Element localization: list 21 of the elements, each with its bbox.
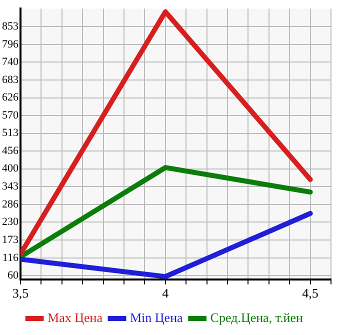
y-tick-label: 456 <box>2 145 19 158</box>
x-tick-label: 4,5 <box>302 286 318 301</box>
legend-label: Min Цена <box>130 310 184 325</box>
legend-label: Max Цена <box>48 310 103 325</box>
legend-label: Сред.Цена, т.йен <box>210 310 304 325</box>
y-tick-label: 683 <box>2 74 19 86</box>
x-tick-label: 4 <box>162 286 170 301</box>
y-tick-label: 286 <box>2 198 19 211</box>
y-tick-label: 740 <box>2 56 19 68</box>
y-tick-label: 796 <box>2 38 19 50</box>
y-tick-label: 853 <box>2 20 19 32</box>
x-tick-label: 3,5 <box>12 286 29 301</box>
y-tick-label: 230 <box>2 216 19 228</box>
y-tick-label: 343 <box>2 180 19 193</box>
y-tick-label: 60 <box>8 270 19 282</box>
y-tick-label: 626 <box>2 92 19 104</box>
y-tick-label: 513 <box>2 127 19 140</box>
y-tick-label: 116 <box>2 252 19 264</box>
y-tick-label: 400 <box>2 162 19 175</box>
y-tick-label: 173 <box>2 234 19 246</box>
y-tick-label: 570 <box>2 109 19 122</box>
